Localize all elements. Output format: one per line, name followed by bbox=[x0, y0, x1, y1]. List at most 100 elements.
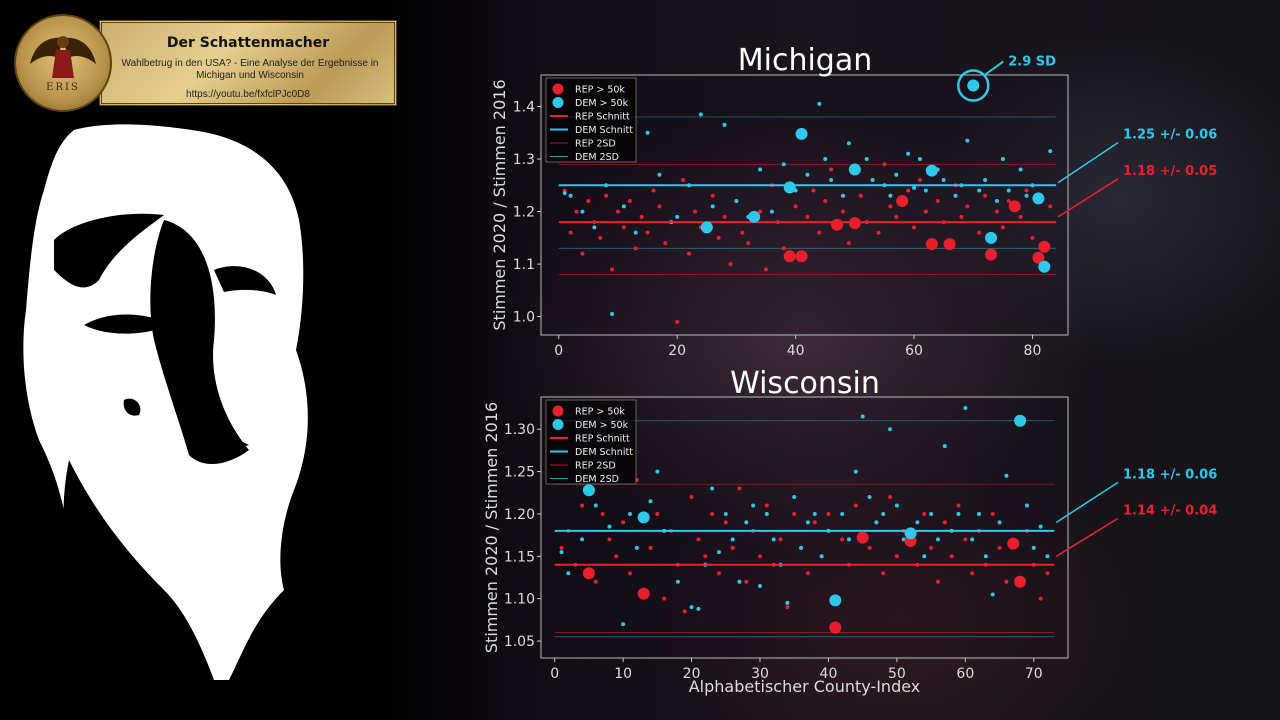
rep-county-point bbox=[959, 214, 964, 219]
rep-county-point bbox=[627, 571, 632, 576]
x-tick-label: 20 bbox=[668, 343, 686, 359]
rep-county-point bbox=[1038, 596, 1043, 601]
y-axis-label: Stimmen 2020 / Stimmen 2016 bbox=[482, 402, 501, 653]
rep-county-point bbox=[723, 520, 728, 525]
dem-county-point bbox=[559, 550, 564, 555]
dem-large-county-point bbox=[904, 527, 917, 540]
portrait-mouth bbox=[194, 420, 249, 447]
dem-large-county-point bbox=[967, 79, 980, 92]
rep-county-point bbox=[923, 209, 928, 214]
legend-marker-dem-50k bbox=[552, 419, 564, 430]
dem-county-point bbox=[819, 554, 824, 559]
banner-plate: Der Schattenmacher Wahlbetrug in den USA… bbox=[99, 20, 397, 106]
x-tick-label: 0 bbox=[550, 666, 559, 682]
dem-county-point bbox=[812, 511, 817, 516]
rep-large-county-point bbox=[829, 621, 842, 634]
y-tick-label: 1.1 bbox=[513, 257, 535, 273]
dem-county-point bbox=[965, 138, 970, 143]
rep-county-point bbox=[1024, 188, 1029, 193]
rep-large-county-point bbox=[1038, 240, 1051, 253]
dem-county-point bbox=[645, 130, 650, 135]
dem-county-point bbox=[737, 579, 742, 584]
chart-title: Wisconsin bbox=[730, 366, 880, 401]
dem-county-point bbox=[963, 406, 968, 411]
dem-county-point bbox=[860, 414, 865, 419]
dem-county-point bbox=[785, 600, 790, 605]
y-tick-label: 1.25 bbox=[504, 465, 535, 481]
y-tick-label: 1.2 bbox=[513, 205, 535, 221]
rep-county-point bbox=[970, 571, 975, 576]
rep-large-county-point bbox=[1032, 251, 1045, 264]
rep-large-county-point bbox=[795, 250, 808, 263]
rep-county-point bbox=[1004, 579, 1009, 584]
dem-county-point bbox=[723, 511, 728, 516]
rep-county-point bbox=[792, 511, 797, 516]
rep-large-county-point bbox=[943, 238, 956, 251]
rep-county-point bbox=[935, 199, 940, 204]
rep-county-point bbox=[746, 241, 751, 246]
dem-county-point bbox=[874, 520, 879, 525]
rep-county-point bbox=[881, 571, 886, 576]
dem-county-point bbox=[1024, 503, 1029, 508]
rep-county-point bbox=[997, 545, 1002, 550]
dem-large-county-point bbox=[1014, 414, 1027, 427]
portrait-face-shadow bbox=[150, 220, 249, 465]
portrait-hair-shadow bbox=[54, 213, 164, 288]
dem-county-point bbox=[607, 524, 612, 529]
dem-county-point bbox=[829, 178, 834, 183]
dem-large-county-point bbox=[700, 221, 713, 234]
rep-county-point bbox=[811, 188, 816, 193]
rep-county-point bbox=[696, 537, 701, 542]
rep-county-point bbox=[737, 486, 742, 491]
rep-county-point bbox=[817, 230, 822, 235]
dem-large-county-point bbox=[795, 127, 808, 140]
annotation-text: 1.14 +/- 0.04 bbox=[1123, 503, 1217, 518]
dem-county-point bbox=[621, 622, 626, 627]
rep-county-point bbox=[894, 554, 899, 559]
dem-county-point bbox=[689, 605, 694, 610]
x-tick-label: 60 bbox=[905, 343, 923, 359]
rep-county-point bbox=[657, 204, 662, 209]
dem-large-county-point bbox=[925, 164, 938, 177]
x-tick-label: 10 bbox=[614, 666, 632, 682]
annotation-leader bbox=[984, 60, 1004, 76]
x-tick-label: 40 bbox=[820, 666, 838, 682]
portrait-neck-shadow bbox=[63, 460, 214, 680]
y-tick-label: 1.10 bbox=[504, 592, 535, 608]
annotation-text: 1.25 +/- 0.06 bbox=[1123, 128, 1217, 143]
dem-county-point bbox=[917, 157, 922, 162]
rep-county-point bbox=[1030, 235, 1035, 240]
dem-county-point bbox=[568, 193, 573, 198]
dem-county-point bbox=[867, 494, 872, 499]
rep-large-county-point bbox=[1007, 537, 1020, 550]
banner-url[interactable]: https://youtu.be/fxfclPJc0D8 bbox=[186, 89, 310, 100]
stencil-portrait bbox=[23, 124, 308, 681]
rep-county-point bbox=[645, 230, 650, 235]
dem-large-county-point bbox=[985, 231, 998, 244]
dem-county-point bbox=[758, 167, 763, 172]
rep-county-point bbox=[655, 511, 660, 516]
rep-county-point bbox=[675, 319, 680, 324]
rep-county-point bbox=[758, 554, 763, 559]
rep-county-point bbox=[805, 214, 810, 219]
rep-county-point bbox=[778, 537, 783, 542]
rep-county-point bbox=[662, 596, 667, 601]
y-axis-label: Stimmen 2020 / Stimmen 2016 bbox=[490, 79, 509, 330]
x-tick-label: 40 bbox=[787, 343, 805, 359]
dem-county-point bbox=[580, 537, 585, 542]
rep-county-point bbox=[906, 188, 911, 193]
y-tick-label: 1.20 bbox=[504, 507, 535, 523]
rep-large-county-point bbox=[637, 587, 650, 600]
dem-county-point bbox=[906, 151, 911, 156]
dem-county-point bbox=[610, 311, 615, 316]
dem-county-point bbox=[922, 554, 927, 559]
rep-county-point bbox=[615, 209, 620, 214]
x-axis-label: Alphabetischer County-Index bbox=[689, 677, 921, 696]
dem-county-point bbox=[751, 503, 756, 508]
rep-county-point bbox=[826, 511, 831, 516]
dem-county-point bbox=[696, 606, 701, 611]
dem-county-point bbox=[956, 511, 961, 516]
dem-county-point bbox=[1018, 167, 1023, 172]
legend-label-dem-2sd: DEM 2SD bbox=[575, 474, 619, 485]
